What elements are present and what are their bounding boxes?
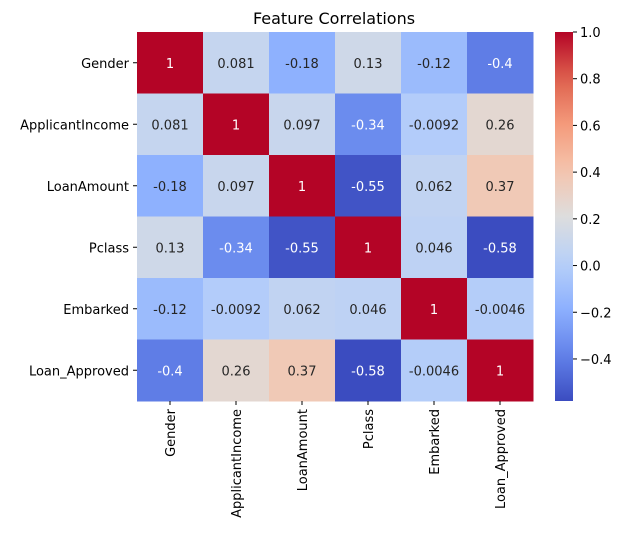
heatmap-cell-LoanAmount-Loan_Approved xyxy=(467,155,534,217)
row-label-Loan_Approved: Loan_Approved xyxy=(29,364,129,379)
cell-annotation: 1 xyxy=(298,180,306,195)
heatmap-cell-Embarked-Loan_Approved xyxy=(467,278,534,340)
cell-annotation: 1 xyxy=(364,241,372,256)
heatmap-cell-LoanAmount-Gender xyxy=(137,155,204,217)
colorbar-tick-label: 0.4 xyxy=(580,166,601,181)
cell-annotation: -0.12 xyxy=(153,303,187,318)
heatmap-cell-Pclass-LoanAmount xyxy=(269,216,336,279)
row-labels: Gender ApplicantIncome LoanAmount Pclass Emb… xyxy=(20,57,137,379)
heatmap-cell-LoanAmount-LoanAmount xyxy=(269,155,336,217)
heatmap-cell-LoanAmount-Pclass xyxy=(335,155,402,217)
colorbar-tick-label: 0.2 xyxy=(580,213,601,228)
row-label-LoanAmount: LoanAmount xyxy=(47,180,129,195)
cell-annotation: 0.37 xyxy=(486,180,515,195)
colorbar-tick-label: 0.8 xyxy=(580,73,601,88)
column-label-Gender: Gender xyxy=(164,408,179,457)
heatmap-cell-ApplicantIncome-Loan_Approved xyxy=(467,93,534,156)
heatmap-cell-ApplicantIncome-Gender xyxy=(137,93,204,156)
heatmap-cell-ApplicantIncome-ApplicantIncome xyxy=(203,93,270,156)
cell-annotation: 1 xyxy=(166,57,174,72)
column-label-Embarked: Embarked xyxy=(428,409,443,475)
cell-annotation: 0.37 xyxy=(288,364,317,379)
cell-annotation: 0.046 xyxy=(415,241,452,256)
heatmap-cell-ApplicantIncome-Embarked xyxy=(401,93,468,156)
heatmap-cell-Gender-ApplicantIncome xyxy=(203,32,270,94)
column-label-Loan_Approved: Loan_Approved xyxy=(494,409,509,509)
cell-annotation: 0.081 xyxy=(151,118,188,133)
heatmap-cell-Embarked-Gender xyxy=(137,278,204,340)
heatmap-cell-Gender-LoanAmount xyxy=(269,32,336,94)
colorbar-tick-label: 0.0 xyxy=(580,260,601,275)
cell-annotation: -0.58 xyxy=(351,364,385,379)
heatmap-cell-Embarked-LoanAmount xyxy=(269,278,336,340)
heatmap-cell-Gender-Pclass xyxy=(335,32,402,94)
chart-title: Feature Correlations xyxy=(253,9,415,28)
cell-annotation: 0.062 xyxy=(415,180,452,195)
column-labels: Gender ApplicantIncome LoanAmount Pclass Emb… xyxy=(164,401,509,518)
cell-annotation: 1 xyxy=(496,364,504,379)
colorbar-tick-label: 1.0 xyxy=(580,26,601,41)
colorbar-tick-label: 0.6 xyxy=(580,119,601,134)
heatmap-cell-Pclass-Embarked xyxy=(401,216,468,279)
heatmap-cell-Loan_Approved-Embarked xyxy=(401,339,468,402)
heatmap-cell-Pclass-Loan_Approved xyxy=(467,216,534,279)
column-label-Pclass: Pclass xyxy=(362,409,377,449)
colorbar-tick-label: −0.4 xyxy=(580,353,612,368)
cell-annotation: -0.0046 xyxy=(409,364,459,379)
heatmap-cell-Loan_Approved-ApplicantIncome xyxy=(203,339,270,402)
colorbar-gradient xyxy=(555,32,573,401)
heatmap-cell-Loan_Approved-Loan_Approved xyxy=(467,339,534,402)
heatmap-cell-Loan_Approved-LoanAmount xyxy=(269,339,336,402)
colorbar-tick-label: −0.2 xyxy=(580,306,612,321)
cell-annotation: 0.13 xyxy=(354,57,383,72)
cell-annotation: -0.4 xyxy=(157,364,182,379)
heatmap-cell-Loan_Approved-Pclass xyxy=(335,339,402,402)
heatmap-cell-Pclass-Gender xyxy=(137,216,204,279)
heatmap-cell-Gender-Embarked xyxy=(401,32,468,94)
heatmap-cell-Embarked-Pclass xyxy=(335,278,402,340)
cell-annotation: 1 xyxy=(430,303,438,318)
cell-annotation: 0.062 xyxy=(283,303,320,318)
heatmap-cells: 1 0.081 -0.18 0.13 -0.12 -0.4 0.081 1 0.097 -0.34… xyxy=(137,32,534,402)
column-label-ApplicantIncome: ApplicantIncome xyxy=(230,409,245,518)
heatmap-cell-LoanAmount-Embarked xyxy=(401,155,468,217)
heatmap-cell-Loan_Approved-Gender xyxy=(137,339,204,402)
cell-annotation: -0.18 xyxy=(153,180,187,195)
cell-annotation: 0.13 xyxy=(156,241,185,256)
cell-annotation: 0.046 xyxy=(349,303,386,318)
cell-annotation: -0.4 xyxy=(487,57,512,72)
heatmap-cell-ApplicantIncome-Pclass xyxy=(335,93,402,156)
cell-annotation: 0.081 xyxy=(217,57,254,72)
heatmap-cell-Pclass-Pclass xyxy=(335,216,402,279)
heatmap-cell-Embarked-Embarked xyxy=(401,278,468,340)
cell-annotation: 0.26 xyxy=(222,364,251,379)
heatmap-cell-Gender-Loan_Approved xyxy=(467,32,534,94)
column-label-LoanAmount: LoanAmount xyxy=(296,409,311,491)
cell-annotation: 1 xyxy=(232,118,240,133)
heatmap-cell-Embarked-ApplicantIncome xyxy=(203,278,270,340)
cell-annotation: 0.26 xyxy=(486,118,515,133)
heatmap-cell-LoanAmount-ApplicantIncome xyxy=(203,155,270,217)
row-label-Gender: Gender xyxy=(81,57,130,72)
cell-annotation: -0.18 xyxy=(285,57,319,72)
cell-annotation: -0.34 xyxy=(219,241,253,256)
cell-annotation: -0.34 xyxy=(351,118,385,133)
cell-annotation: -0.0046 xyxy=(475,303,525,318)
colorbar: 1.0 0.8 0.6 0.4 0.2 0.0 −0.2 −0.4 xyxy=(555,26,612,401)
cell-annotation: -0.0092 xyxy=(409,118,459,133)
heatmap-cell-Gender-Gender xyxy=(137,32,204,94)
heatmap-cell-ApplicantIncome-LoanAmount xyxy=(269,93,336,156)
cell-annotation: -0.55 xyxy=(285,241,319,256)
row-label-Pclass: Pclass xyxy=(89,241,129,256)
heatmap-cell-Pclass-ApplicantIncome xyxy=(203,216,270,279)
cell-annotation: -0.58 xyxy=(483,241,517,256)
cell-annotation: 0.097 xyxy=(283,118,320,133)
cell-annotation: 0.097 xyxy=(217,180,254,195)
cell-annotation: -0.55 xyxy=(351,180,385,195)
cell-annotation: -0.0092 xyxy=(211,303,261,318)
row-label-Embarked: Embarked xyxy=(63,303,129,318)
cell-annotation: -0.12 xyxy=(417,57,451,72)
row-label-ApplicantIncome: ApplicantIncome xyxy=(20,118,129,133)
